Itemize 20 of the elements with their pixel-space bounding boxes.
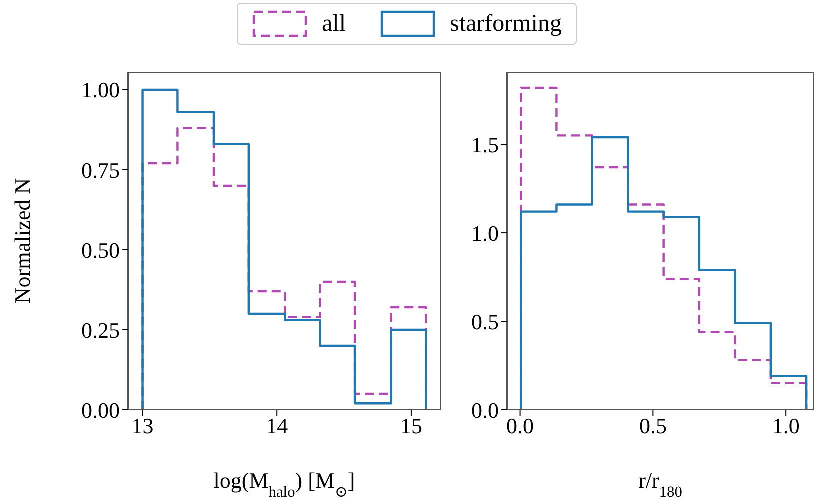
y-tick-label: 0.50 bbox=[82, 238, 120, 263]
x-tick-label: 0.0 bbox=[506, 414, 534, 439]
x-axis-title: log(M$_{halo}$) [M$_{⊙}$] bbox=[214, 468, 356, 500]
x-tick-label: 0.5 bbox=[639, 414, 667, 439]
y-tick-label: 0.00 bbox=[82, 398, 120, 423]
y-tick-label: 1.5 bbox=[472, 132, 499, 158]
x-tick-label: 15 bbox=[400, 414, 422, 439]
x-axis-title: r/r$_{180}$ bbox=[638, 468, 683, 500]
y-tick-label: 0.75 bbox=[82, 158, 120, 183]
x-tick-label: 14 bbox=[266, 414, 288, 439]
y-tick-label: 0.5 bbox=[472, 309, 499, 334]
x-tick-label: 1.0 bbox=[772, 414, 800, 439]
y-tick-label: 1.0 bbox=[472, 220, 499, 246]
y-tick-label: 0.0 bbox=[472, 398, 499, 423]
x-tick-label: 13 bbox=[132, 414, 154, 439]
y-tick-label: 0.25 bbox=[82, 318, 120, 343]
legend-label: all bbox=[322, 10, 346, 38]
legend-label: starforming bbox=[450, 10, 562, 38]
y-tick-label: 1.00 bbox=[82, 78, 120, 103]
y-axis-title: Normalized N bbox=[10, 178, 35, 304]
